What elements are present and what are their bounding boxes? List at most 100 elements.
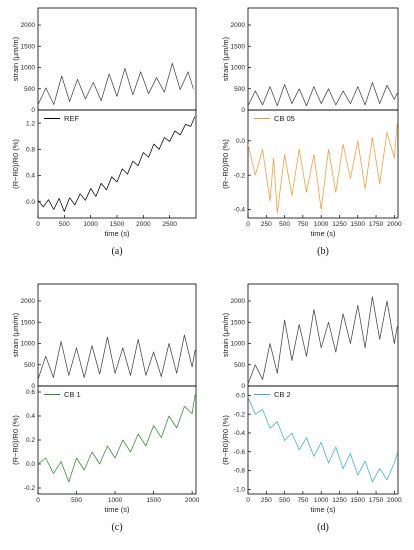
x-tick-label: 1750 — [369, 221, 384, 228]
panel-caption: (a) — [111, 246, 122, 257]
y-tick-label: -0.2 — [24, 485, 36, 492]
x-tick-label: 500 — [279, 497, 290, 504]
y-axis-label: strain (μm/m) — [221, 312, 230, 357]
x-axis-label: time (s) — [311, 505, 337, 514]
x-tick-label: 1000 — [108, 497, 123, 504]
series-line-bottom — [37, 394, 196, 483]
x-tick-label: 1750 — [369, 497, 384, 504]
x-tick-label: 750 — [297, 221, 308, 228]
panel-caption: (d) — [317, 522, 329, 533]
legend-label: CB 1 — [64, 390, 81, 399]
x-tick-label: 2000 — [387, 221, 402, 228]
y-tick-label: 0.2 — [26, 437, 35, 444]
x-axis-label: time (s) — [105, 505, 131, 514]
x-tick-label: 2000 — [185, 497, 200, 504]
y-tick-label: 0 — [31, 383, 35, 390]
y-tick-label: 0.0 — [26, 199, 35, 206]
plot-frame — [37, 7, 197, 111]
y-tick-label: 1500 — [21, 43, 36, 50]
series-line-bottom — [37, 116, 196, 212]
y-tick-label: -0.6 — [234, 449, 246, 456]
x-tick-label: 1500 — [351, 221, 366, 228]
series-line-bottom — [247, 123, 398, 214]
subplot-bottom: -0.2 0.0 0.2 0.4 0.6 (R−R0)/R0 (%) CB 1 — [11, 385, 197, 495]
x-tick-label: 1500 — [146, 497, 161, 504]
subplot-bottom: 0.0 0.4 0.8 1.2 (R−R0)/R0 (%) REF — [11, 109, 197, 219]
x-tick-label: 2000 — [387, 497, 402, 504]
y-tick-label: 0 — [31, 107, 35, 114]
y-tick-label: 0 — [241, 383, 245, 390]
y-tick-label: 1000 — [231, 341, 246, 348]
plot-frame — [247, 7, 399, 111]
y-tick-label: 2000 — [21, 22, 36, 29]
x-tick-label: 1000 — [83, 221, 98, 228]
y-tick-label: 1500 — [21, 319, 36, 326]
legend-label: CB 2 — [274, 390, 291, 399]
plot-frame — [247, 283, 399, 387]
subplot-bottom: -0.4 -0.2 0.0 (R−R0)/R0 (%) CB 05 — [221, 109, 399, 219]
x-tick-label: 500 — [59, 221, 70, 228]
x-tick-label: 1000 — [314, 497, 329, 504]
x-tick-label: 0 — [36, 497, 40, 504]
plot-frame — [247, 385, 399, 495]
series-line-top — [37, 334, 196, 380]
y-tick-label: 500 — [234, 362, 245, 369]
y-tick-label: 2000 — [231, 298, 246, 305]
x-tick-label: 1500 — [351, 497, 366, 504]
x-tick-label: 250 — [261, 221, 272, 228]
y-tick-label: 1000 — [231, 65, 246, 72]
plot-frame — [247, 109, 399, 219]
x-tick-label: 2500 — [162, 221, 177, 228]
x-tick-label: 1000 — [314, 221, 329, 228]
y-tick-label: 0.6 — [26, 389, 35, 396]
y-tick-label: -0.8 — [234, 468, 246, 475]
series-line-top — [247, 82, 398, 107]
y-tick-label: 1000 — [21, 341, 36, 348]
y-tick-label: 1500 — [231, 319, 246, 326]
x-tick-label: 1250 — [332, 221, 347, 228]
x-tick-label: 1250 — [332, 497, 347, 504]
y-tick-label: -0.4 — [234, 207, 246, 214]
x-tick-label: 1500 — [110, 221, 125, 228]
y-tick-label: -0.2 — [234, 411, 246, 418]
plot-frame — [37, 385, 197, 495]
x-axis-label: time (s) — [105, 229, 131, 238]
x-tick-label: 2000 — [136, 221, 151, 228]
x-tick-label: 500 — [279, 221, 290, 228]
y-tick-label: 500 — [24, 86, 35, 93]
y-tick-label: 0.4 — [26, 173, 35, 180]
subplot-bottom: -1.0 -0.8 -0.6 -0.4 -0.2 0.0 (R−R0)/R0 (%) CB 2 — [221, 385, 399, 495]
y-tick-label: 0.0 — [26, 461, 35, 468]
y-axis-label: (R−R0)/R0 (%) — [221, 139, 230, 189]
plot-frame — [37, 283, 197, 387]
x-tick-label: 250 — [261, 497, 272, 504]
y-tick-label: 500 — [24, 362, 35, 369]
panel-caption: (b) — [317, 246, 329, 257]
legend-label: REF — [64, 114, 79, 123]
y-tick-label: 2000 — [21, 298, 36, 305]
y-axis-label: strain (μm/m) — [11, 312, 20, 357]
series-line-top — [37, 62, 194, 106]
y-tick-label: -0.4 — [234, 430, 246, 437]
y-axis-label: (R−R0)/R0 (%) — [11, 139, 20, 189]
y-tick-label: 0.0 — [236, 393, 245, 400]
x-tick-label: 750 — [297, 497, 308, 504]
x-axis-label: time (s) — [311, 229, 337, 238]
y-tick-label: 0.4 — [26, 413, 35, 420]
y-axis-label: strain (μm/m) — [11, 36, 20, 81]
y-tick-label: 500 — [234, 86, 245, 93]
legend-label: CB 05 — [274, 114, 295, 123]
y-axis-label: (R−R0)/R0 (%) — [11, 415, 20, 465]
series-line-bottom — [247, 397, 398, 483]
x-tick-label: 0 — [246, 497, 250, 504]
y-tick-label: -1.0 — [234, 487, 246, 494]
